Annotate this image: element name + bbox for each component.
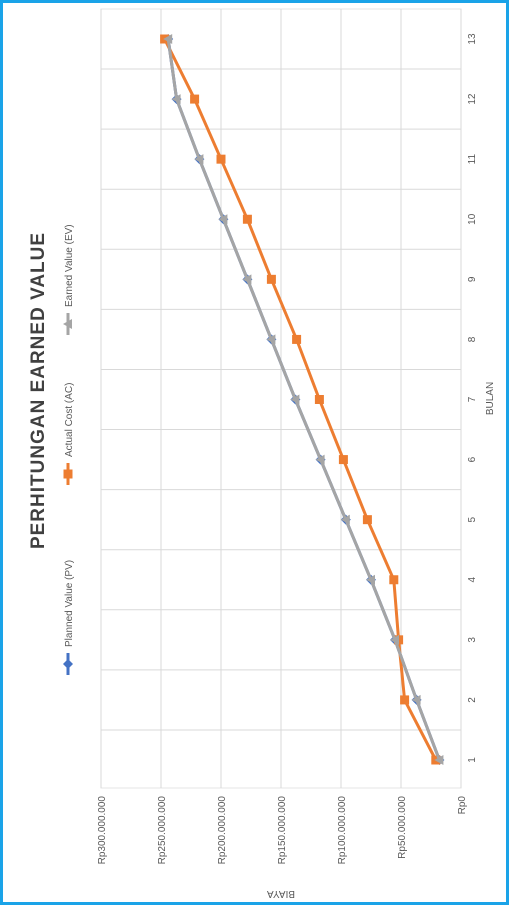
- x-tick-label: 7: [467, 396, 478, 402]
- data-point-earned-value-ev: [171, 94, 181, 105]
- data-point-earned-value-ev: [194, 154, 204, 165]
- x-tick-label: 9: [467, 276, 478, 282]
- y-tick-label: Rp0: [457, 796, 468, 815]
- chart-title: PERHITUNGAN EARNED VALUE: [28, 232, 49, 549]
- data-point-earned-value-ev: [434, 755, 444, 765]
- data-point-actual-cost-ac: [338, 455, 348, 465]
- y-tick-label: Rp150.000.000: [277, 796, 288, 865]
- data-point-earned-value-ev: [218, 214, 228, 225]
- data-point-actual-cost-ac: [266, 274, 276, 284]
- y-tick-label: Rp50.000.000: [397, 796, 408, 859]
- data-point-actual-cost-ac: [389, 575, 399, 585]
- data-point-earned-value-ev: [290, 394, 300, 405]
- x-tick-label: 11: [467, 154, 478, 165]
- labels: BULAN BIAYA PERHITUNGAN EARNED VALUE Planne…: [28, 224, 496, 899]
- legend-label-planned-value-pv: Planned Value (PV): [64, 560, 75, 647]
- x-tick-label: 13: [467, 33, 478, 45]
- y-tick-label: Rp300.000.000: [97, 796, 108, 865]
- y-tick-label: Rp200.000.000: [217, 796, 228, 865]
- legend-label-actual-cost-ac: Actual Cost (AC): [64, 383, 75, 457]
- series-layer: [63, 34, 445, 765]
- y-tick-label: Rp250.000.000: [157, 796, 168, 865]
- x-tick-label: 5: [467, 516, 478, 522]
- data-point-earned-value-ev: [315, 454, 325, 465]
- data-point-earned-value-ev: [411, 694, 421, 705]
- axes: Rp0 Rp50.000.000 Rp100.000.000 Rp150.000.00…: [97, 33, 478, 864]
- x-tick-label: 4: [467, 577, 478, 583]
- data-point-actual-cost-ac: [400, 695, 410, 705]
- data-point-actual-cost-ac: [216, 154, 226, 164]
- data-point-earned-value-ev: [242, 274, 252, 285]
- earned-value-chart: Rp0 Rp50.000.000 Rp100.000.000 Rp150.000.00…: [28, 8, 496, 899]
- x-tick-label: 3: [467, 637, 478, 643]
- data-point-earned-value-ev: [340, 514, 350, 525]
- data-point-earned-value-ev: [366, 574, 375, 585]
- x-tick-label: 10: [467, 213, 478, 225]
- x-tick-label: 12: [467, 93, 478, 105]
- legend-label-earned-value-ev: Earned Value (EV): [64, 224, 75, 307]
- data-point-earned-value-ev: [266, 334, 276, 345]
- x-tick-label: 8: [467, 336, 478, 342]
- series-line-earned-value-ev: [166, 38, 441, 761]
- data-point-actual-cost-ac: [190, 94, 200, 104]
- y-axis-title: BIAYA: [267, 888, 295, 899]
- x-axis-title: BULAN: [485, 382, 496, 415]
- data-point-actual-cost-ac: [292, 334, 302, 344]
- data-point-earned-value-ev: [390, 634, 399, 645]
- data-point-actual-cost-ac: [242, 214, 252, 224]
- data-point-earned-value-ev: [163, 34, 173, 44]
- x-tick-label: 6: [467, 456, 478, 462]
- x-tick-label: 2: [467, 697, 478, 703]
- data-point-actual-cost-ac: [362, 515, 372, 525]
- y-tick-label: Rp100.000.000: [337, 796, 348, 865]
- x-tick-label: 1: [467, 757, 478, 763]
- data-point-actual-cost-ac: [314, 395, 324, 404]
